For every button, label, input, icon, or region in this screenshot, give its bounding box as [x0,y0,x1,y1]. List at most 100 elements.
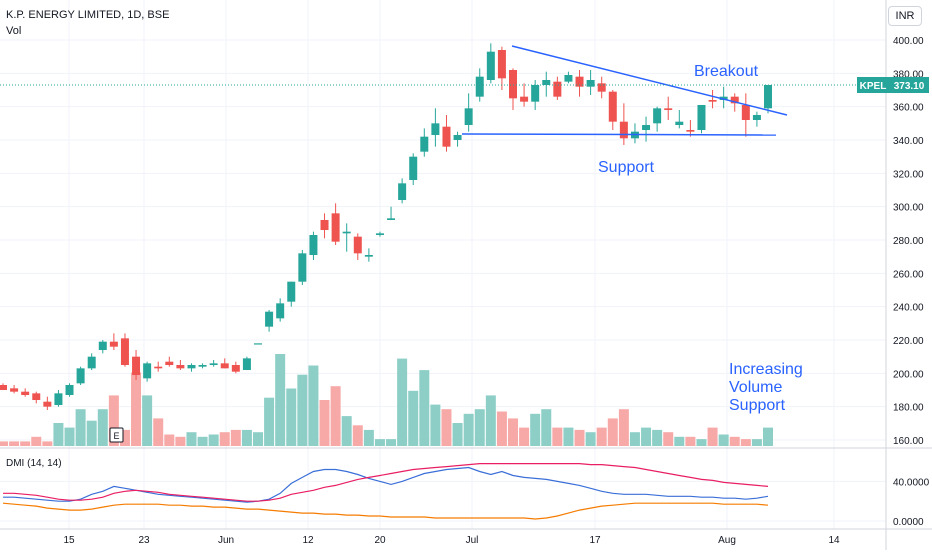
candle [220,358,229,369]
price-tick-label: 400.00 [893,36,924,47]
candlesticks [0,43,772,411]
volume-bar [230,429,241,446]
volume-bar [341,416,352,446]
candle [187,363,196,372]
candle-body [520,96,529,102]
candle [132,350,141,381]
candle [154,361,163,372]
candle-body [420,136,429,152]
dmi-label: DMI (14, 14) [6,458,62,469]
earnings-marker-label: E [113,431,119,441]
candle [764,85,772,114]
candle [475,68,484,102]
volume-bar [563,427,574,446]
volume-bar [618,409,629,446]
volume-bar [530,413,541,446]
volume-bar [386,439,397,446]
candle-body [98,341,107,351]
candle [531,80,540,111]
time-tick-label: 12 [302,535,314,546]
time-tick-label: 17 [589,535,601,546]
candle-body [231,365,240,372]
candle [509,68,517,111]
support-trendline[interactable] [461,133,777,136]
time-axis[interactable]: 15 23 Jun 12 20 Jul 17 Aug 14 [63,535,840,546]
candle [752,111,761,127]
candle [32,391,41,404]
currency-button[interactable]: INR [888,6,922,26]
candle [287,281,296,307]
volume-bar [408,390,419,446]
candle-body [132,356,141,376]
volume-bar [86,420,97,446]
candle [98,340,107,354]
candle-body [353,236,362,254]
candle-body [0,385,7,391]
candle [176,360,185,371]
resistance-trendline[interactable] [511,45,788,116]
volume-bar [519,427,530,446]
candle-body [431,123,440,136]
time-tick-label: 14 [828,535,840,546]
candle [375,231,384,237]
candle [0,383,7,391]
time-tick-label: 20 [374,535,386,546]
candle-body [331,213,340,242]
price-tick-label: 320.00 [893,169,924,180]
candle [675,110,684,129]
price-tag: KPEL 373.10 [857,77,929,93]
candle-body [87,356,96,369]
candle [597,76,606,99]
volume-note-line-1: Increasing [729,361,803,378]
candle-body [608,91,617,122]
candle [486,43,495,84]
candle [331,203,340,246]
dmi-tick-label: 40.0000 [893,477,930,488]
earnings-marker[interactable]: E [109,427,124,443]
candle [453,131,462,147]
volume-bar [419,370,430,446]
volume-bar [430,404,441,446]
candle-body [619,121,628,139]
time-tick-label: 23 [138,535,150,546]
volume-bar [275,354,286,446]
volume-bar [97,409,108,446]
candle-body [764,85,772,109]
volume-bar [253,432,263,446]
candle [642,116,651,142]
candle [87,353,96,371]
support-annotation: Support [598,159,655,176]
candle [664,96,673,121]
volume-bar [64,427,75,446]
volume-bar [441,409,452,446]
volume-bar [596,427,607,446]
candle-body [54,393,63,406]
volume-bar [718,434,729,446]
volume-bar [319,400,330,446]
volume-bar [53,423,64,446]
candle-body [320,220,329,231]
volume-bar [286,388,297,446]
dmi-axis[interactable]: 40.0000 0.0000 [893,477,930,528]
price-tick-label: 180.00 [893,403,924,414]
candle-body [298,253,307,282]
volume-bar [652,429,663,446]
candle [353,233,362,261]
volume-label: Vol [6,25,21,37]
volume-bar [264,397,275,446]
volume-bar [352,425,363,446]
candle-body [165,361,174,366]
price-tick-label: 380.00 [893,69,924,80]
candle [619,103,628,146]
volume-bar [485,395,496,446]
candle-body [686,130,695,132]
volume-bar [164,434,175,446]
candle-body [309,235,318,256]
candle [553,76,562,101]
price-axis[interactable]: 400.00 380.00 360.00 340.00 320.00 300.00 280.… [893,36,924,447]
volume-bar [674,436,685,446]
candle-body [497,50,506,79]
candle-body [43,401,52,407]
candle-body [21,391,30,396]
